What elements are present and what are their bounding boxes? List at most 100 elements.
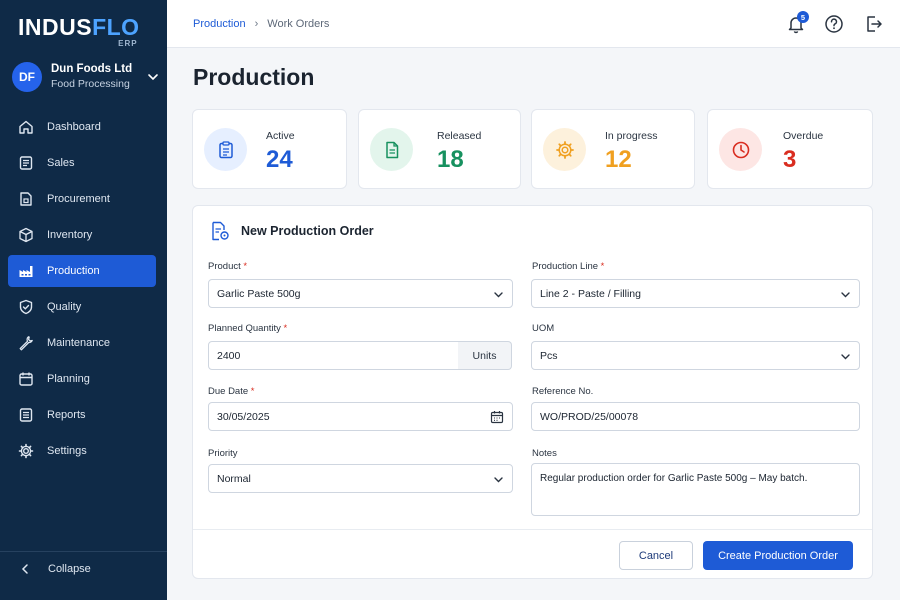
procurement-icon (20, 192, 32, 206)
app-logo[interactable]: INDUSFLO ERP (18, 14, 140, 48)
shield-check-icon (19, 299, 33, 315)
dashboard-icon (19, 120, 33, 134)
sidebar: INDUSFLO ERP DF Dun Foods Ltd Food Proce… (0, 0, 167, 600)
production-line-select[interactable]: Line 2 - Paste / Filling (531, 279, 860, 308)
collapse-label: Collapse (48, 563, 91, 575)
sidebar-item-inventory[interactable]: Inventory (8, 219, 156, 251)
company-name: Dun Foods Ltd (51, 63, 133, 75)
sidebar-item-dashboard[interactable]: Dashboard (8, 111, 156, 143)
breadcrumb: Production › Work Orders (193, 18, 329, 30)
stat-card-active[interactable]: Active 24 (192, 109, 347, 189)
sidebar-item-label: Procurement (47, 193, 110, 205)
due-date-value: 30/05/2025 (217, 410, 270, 423)
due-date-input[interactable]: 30/05/2025 (208, 402, 513, 431)
chevron-down-icon (841, 354, 850, 360)
sidebar-item-sales[interactable]: Sales (8, 147, 156, 179)
stat-value: 3 (783, 146, 797, 173)
chevron-down-icon (148, 74, 158, 81)
create-production-order-button[interactable]: Create Production Order (703, 541, 853, 570)
sidebar-divider (0, 551, 167, 552)
production-line-label-text: Production Line (532, 261, 599, 272)
sidebar-item-label: Quality (47, 301, 82, 313)
planned-quantity-label-text: Planned Quantity (208, 323, 281, 334)
required-mark: * (250, 386, 255, 397)
new-production-order-form: New Production Order (192, 205, 873, 579)
stat-card-overdue[interactable]: Overdue 3 (707, 109, 873, 189)
sidebar-item-procurement[interactable]: Procurement (8, 183, 156, 215)
reference-no-label: Reference No. (532, 386, 594, 397)
sidebar-item-label: Dashboard (47, 121, 101, 133)
sidebar-nav: Dashboard Sales Procurement Inventory Pr… (8, 111, 156, 471)
company-division: Food Processing (51, 78, 130, 90)
help-icon[interactable] (823, 13, 845, 35)
product-value: Garlic Paste 500g (217, 287, 301, 300)
product-label-text: Product (208, 261, 241, 272)
reference-no-value: WO/PROD/25/00078 (540, 410, 639, 423)
priority-select[interactable]: Normal (208, 464, 513, 493)
sidebar-item-label: Maintenance (47, 337, 110, 349)
stat-value: 18 (437, 146, 464, 173)
due-date-label: Due Date * (208, 386, 254, 397)
sidebar-item-maintenance[interactable]: Maintenance (8, 327, 156, 359)
planned-quantity-label: Planned Quantity * (208, 323, 287, 334)
stat-label: Released (437, 130, 482, 142)
breadcrumb-current: Work Orders (267, 18, 330, 30)
uom-select[interactable]: Pcs (531, 341, 860, 370)
notes-label: Notes (532, 448, 557, 459)
sidebar-item-label: Sales (47, 157, 75, 169)
document-icon (370, 128, 413, 171)
product-label: Product * (208, 261, 247, 272)
document-settings-icon (212, 221, 229, 241)
stat-value: 24 (266, 146, 293, 173)
collapse-sidebar-button[interactable]: Collapse (18, 562, 91, 576)
inventory-box-icon (19, 227, 33, 243)
sidebar-item-production[interactable]: Production (8, 255, 156, 287)
product-select[interactable]: Garlic Paste 500g (208, 279, 513, 308)
wrench-icon (19, 336, 33, 351)
gear-icon (18, 443, 34, 459)
notes-textarea[interactable]: Regular production order for Garlic Past… (531, 463, 860, 516)
topbar: Production › Work Orders (167, 0, 900, 48)
due-date-label-text: Due Date (208, 386, 249, 397)
production-line-label: Production Line * (532, 261, 604, 272)
calendar-icon[interactable] (490, 410, 504, 424)
stat-card-in-progress[interactable]: In progress 12 (531, 109, 695, 189)
reference-no-input[interactable]: WO/PROD/25/00078 (531, 402, 860, 431)
notification-badge: 5 (797, 11, 809, 23)
planned-quantity-input[interactable]: 2400 (208, 341, 459, 370)
chevron-down-icon (494, 292, 503, 298)
chevron-down-icon (494, 477, 503, 483)
breadcrumb-production-link[interactable]: Production (193, 18, 246, 30)
stat-value: 12 (605, 146, 632, 173)
form-footer-divider (193, 529, 872, 530)
clipboard-icon (204, 128, 247, 171)
required-mark: * (243, 261, 248, 272)
stat-label: Active (266, 130, 295, 142)
sidebar-item-label: Planning (47, 373, 90, 385)
logo-subtext: ERP (118, 39, 138, 48)
chevron-down-icon (841, 292, 850, 298)
production-line-value: Line 2 - Paste / Filling (540, 287, 641, 300)
company-avatar: DF (12, 62, 42, 92)
sidebar-item-reports[interactable]: Reports (8, 399, 156, 431)
stat-label: In progress (605, 130, 658, 142)
company-switcher[interactable]: DF Dun Foods Ltd Food Processing (12, 60, 160, 94)
priority-label: Priority (208, 448, 238, 459)
sidebar-item-settings[interactable]: Settings (8, 435, 156, 467)
stat-label: Overdue (783, 130, 824, 142)
chevron-left-icon (21, 564, 28, 574)
sidebar-item-planning[interactable]: Planning (8, 363, 156, 395)
clock-icon (719, 128, 762, 171)
sales-icon (19, 156, 33, 170)
logout-icon[interactable] (863, 13, 885, 35)
reports-icon (19, 408, 33, 422)
sidebar-item-label: Reports (47, 409, 86, 421)
stat-card-released[interactable]: Released 18 (358, 109, 521, 189)
sidebar-item-label: Settings (47, 445, 87, 457)
sidebar-item-quality[interactable]: Quality (8, 291, 156, 323)
uom-label: UOM (532, 323, 555, 334)
logo-text-flo: FLO (92, 14, 140, 40)
cancel-button[interactable]: Cancel (619, 541, 693, 570)
required-mark: * (600, 261, 605, 272)
sidebar-item-label: Production (47, 265, 100, 277)
